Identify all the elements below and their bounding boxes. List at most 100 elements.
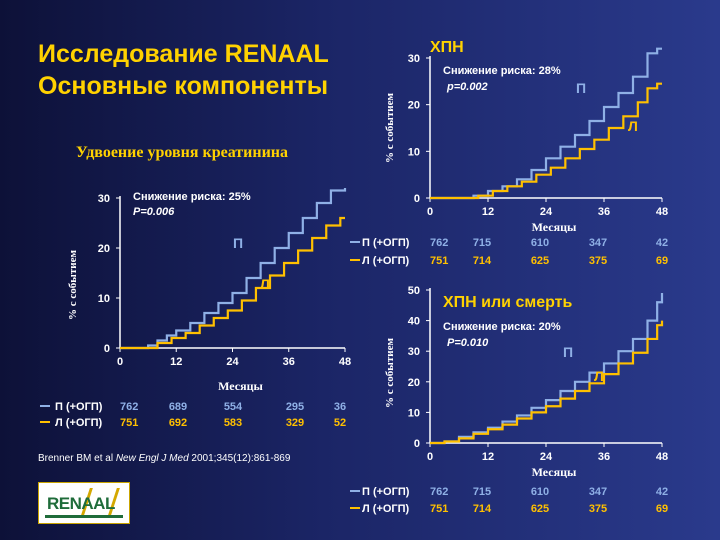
creatinine-at-risk-value: 762 bbox=[120, 401, 138, 413]
creatinine-placebo-curve-label: П bbox=[233, 235, 243, 251]
creatinine-y-tick-label: 20 bbox=[98, 243, 110, 255]
esrd-legend-label: Л (+ОГП) bbox=[362, 255, 410, 267]
esrd_death-at-risk-value: 610 bbox=[531, 486, 549, 498]
esrd-x-tick-label: 48 bbox=[656, 206, 668, 218]
creatinine-losartan-curve-label: Л bbox=[260, 276, 270, 292]
creatinine-x-tick-label: 48 bbox=[339, 356, 351, 368]
creatinine-losartan-line bbox=[120, 216, 345, 350]
esrd_death-at-risk-value: 347 bbox=[589, 486, 607, 498]
esrd-risk-reduction: Снижение риска: 28% bbox=[443, 65, 561, 77]
creatinine-y-tick-label: 30 bbox=[98, 193, 110, 205]
creatinine-at-risk-value: 329 bbox=[286, 417, 304, 429]
creatinine-placebo-line bbox=[120, 188, 347, 350]
esrd_death-y-tick-label: 10 bbox=[408, 407, 420, 419]
esrd_death-y-tick-label: 0 bbox=[414, 438, 420, 450]
creatinine-y-tick-label: 0 bbox=[104, 343, 110, 355]
title-line-2: Основные компоненты bbox=[38, 72, 329, 100]
citation-details: 2001;345(12):861-869 bbox=[191, 453, 291, 464]
slide-title: Исследование RENAAL Основные компоненты bbox=[38, 38, 329, 102]
title-line-1: Исследование RENAAL bbox=[38, 40, 329, 68]
esrd_death-chart-title: ХПН или смерть bbox=[443, 294, 572, 311]
esrd_death-legend-label: Л (+ОГП) bbox=[362, 503, 410, 515]
creatinine-y-axis-label: % с событием bbox=[67, 250, 79, 320]
creatinine-at-risk-value: 295 bbox=[286, 401, 304, 413]
creatinine-x-axis-label: Месяцы bbox=[218, 379, 263, 393]
creatinine-at-risk-value: 52 bbox=[334, 417, 346, 429]
creatinine-legend-label: Л (+ОГП) bbox=[55, 417, 103, 429]
esrd-x-axis-label: Месяцы bbox=[532, 220, 577, 234]
esrd_death-legend-label: П (+ОГП) bbox=[362, 486, 410, 498]
creatinine-at-risk-value: 692 bbox=[169, 417, 187, 429]
esrd-chart-title: ХПН bbox=[430, 39, 464, 56]
citation: Brenner BM et al New Engl J Med 2001;345… bbox=[38, 453, 290, 464]
esrd-y-tick-label: 0 bbox=[414, 193, 420, 205]
renaal-logo: RENAAL bbox=[38, 482, 130, 524]
esrd-at-risk-value: 69 bbox=[656, 255, 668, 267]
esrd_death-y-tick-label: 50 bbox=[408, 285, 420, 297]
esrd_death-at-risk-value: 714 bbox=[473, 503, 492, 515]
esrd_death-x-tick-label: 36 bbox=[598, 451, 610, 463]
creatinine-x-tick-label: 24 bbox=[226, 356, 239, 368]
esrd-y-tick-label: 10 bbox=[408, 146, 420, 158]
esrd_death-x-tick-label: 0 bbox=[427, 451, 433, 463]
esrd-at-risk-value: 625 bbox=[531, 255, 549, 267]
esrd-legend-label: П (+ОГП) bbox=[362, 237, 410, 249]
esrd_death-y-tick-label: 30 bbox=[408, 346, 420, 358]
creatinine-chart-title: Удвоение уровня креатинина bbox=[76, 144, 289, 161]
esrd-y-axis-label: % с событием bbox=[384, 93, 396, 163]
esrd-losartan-curve-label: Л bbox=[628, 118, 638, 134]
esrd_death-x-axis-label: Месяцы bbox=[532, 465, 577, 479]
creatinine-at-risk-value: 36 bbox=[334, 401, 346, 413]
esrd_death-y-axis-label: % с событием bbox=[384, 338, 396, 408]
esrd_death-losartan-line bbox=[430, 320, 664, 445]
creatinine-p-value: P=0.006 bbox=[133, 206, 175, 218]
esrd_death-placebo-line bbox=[430, 293, 664, 445]
creatinine-legend-label: П (+ОГП) bbox=[55, 401, 103, 413]
esrd_death-placebo-curve-label: П bbox=[563, 344, 573, 360]
citation-authors: Brenner BM et al bbox=[38, 453, 114, 464]
esrd_death-x-tick-label: 24 bbox=[540, 451, 553, 463]
esrd_death-losartan-curve-label: Л bbox=[594, 368, 604, 384]
citation-journal: New Engl J Med bbox=[115, 453, 189, 464]
esrd_death-y-tick-label: 40 bbox=[408, 316, 420, 328]
creatinine-at-risk-value: 583 bbox=[224, 417, 242, 429]
esrd-placebo-line bbox=[430, 47, 662, 200]
esrd-x-tick-label: 24 bbox=[540, 206, 553, 218]
esrd-x-tick-label: 0 bbox=[427, 206, 433, 218]
creatinine-x-tick-label: 12 bbox=[170, 356, 182, 368]
esrd_death-x-tick-label: 12 bbox=[482, 451, 494, 463]
esrd-at-risk-value: 347 bbox=[589, 237, 607, 249]
esrd_death-at-risk-value: 69 bbox=[656, 503, 668, 515]
esrd_death-at-risk-value: 375 bbox=[589, 503, 607, 515]
esrd-at-risk-value: 42 bbox=[656, 237, 668, 249]
creatinine-x-tick-label: 0 bbox=[117, 356, 123, 368]
esrd-at-risk-value: 375 bbox=[589, 255, 607, 267]
esrd_death-at-risk-value: 625 bbox=[531, 503, 549, 515]
esrd-placebo-curve-label: П bbox=[576, 80, 586, 96]
esrd-y-tick-label: 30 bbox=[408, 53, 420, 65]
esrd-at-risk-value: 751 bbox=[430, 255, 448, 267]
logo-text: RENAAL bbox=[47, 494, 115, 513]
esrd-at-risk-value: 610 bbox=[531, 237, 549, 249]
creatinine-at-risk-value: 689 bbox=[169, 401, 187, 413]
esrd-p-value: p=0.002 bbox=[446, 81, 488, 93]
creatinine-y-tick-label: 10 bbox=[98, 293, 110, 305]
esrd_death-at-risk-value: 42 bbox=[656, 486, 668, 498]
esrd-at-risk-value: 762 bbox=[430, 237, 448, 249]
esrd-at-risk-value: 714 bbox=[473, 255, 492, 267]
esrd_death-y-tick-label: 20 bbox=[408, 377, 420, 389]
creatinine-x-tick-label: 36 bbox=[283, 356, 295, 368]
esrd_death-at-risk-value: 762 bbox=[430, 486, 448, 498]
creatinine-risk-reduction: Снижение риска: 25% bbox=[133, 191, 251, 203]
esrd_death-at-risk-value: 751 bbox=[430, 503, 448, 515]
logo-underline bbox=[45, 515, 123, 518]
esrd_death-at-risk-value: 715 bbox=[473, 486, 491, 498]
esrd-x-tick-label: 36 bbox=[598, 206, 610, 218]
esrd_death-x-tick-label: 48 bbox=[656, 451, 668, 463]
esrd-at-risk-value: 715 bbox=[473, 237, 491, 249]
esrd-x-tick-label: 12 bbox=[482, 206, 494, 218]
esrd_death-p-value: P=0.010 bbox=[447, 337, 489, 349]
creatinine-at-risk-value: 751 bbox=[120, 417, 138, 429]
esrd-losartan-line bbox=[430, 82, 662, 200]
